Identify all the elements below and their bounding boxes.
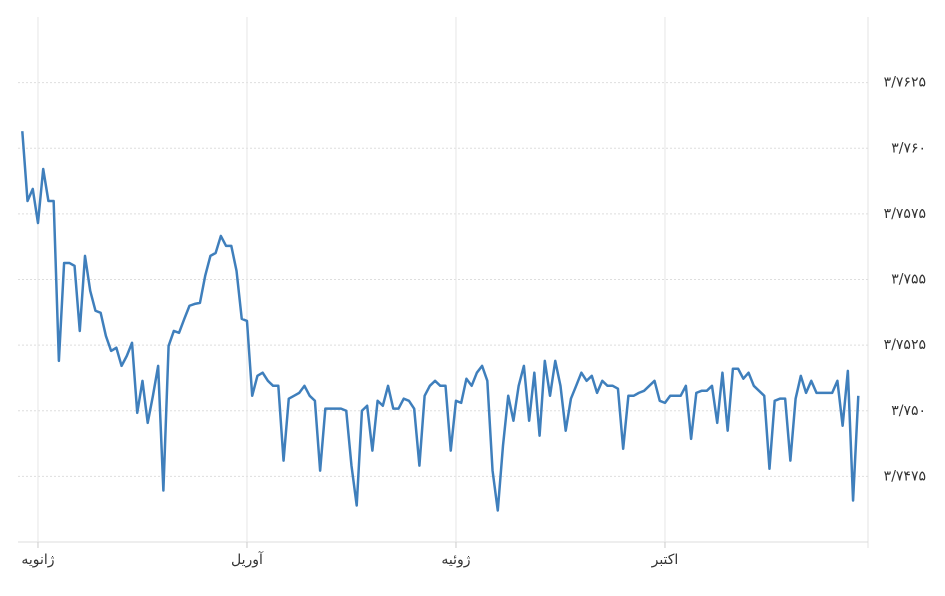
x-tick-label: آوریل bbox=[231, 551, 264, 568]
x-tick-label: ژانویه bbox=[21, 552, 54, 568]
x-tick-label: ژوئیه bbox=[441, 552, 470, 568]
series-line bbox=[21, 131, 860, 512]
y-tick-label: ۳/۷۵۵ bbox=[891, 272, 926, 288]
y-tick-label: ۳/۷۵۰ bbox=[891, 403, 926, 419]
y-tick-label: ۳/۷۵۲۵ bbox=[884, 337, 926, 353]
y-tick-label: ۳/۷۶۰ bbox=[891, 140, 926, 156]
x-tick-label: اکتبر bbox=[651, 552, 679, 568]
y-tick-label: ۳/۷۴۷۵ bbox=[884, 468, 926, 484]
y-tick-label: ۳/۷۵۷۵ bbox=[884, 206, 926, 222]
y-tick-label: ۳/۷۶۲۵ bbox=[884, 75, 926, 91]
